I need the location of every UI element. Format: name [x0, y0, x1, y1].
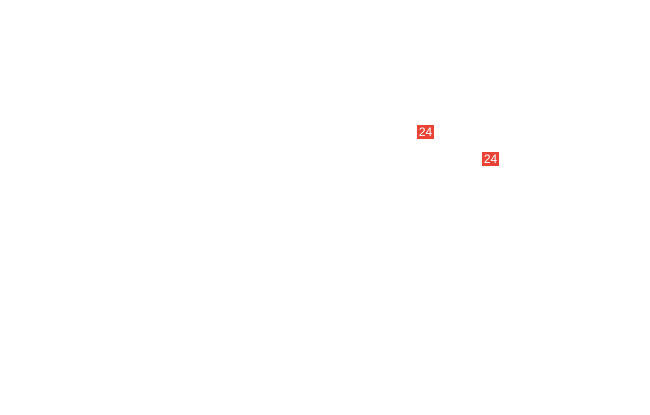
count-badge: 24: [417, 125, 434, 139]
count-badge: 24: [482, 152, 499, 166]
